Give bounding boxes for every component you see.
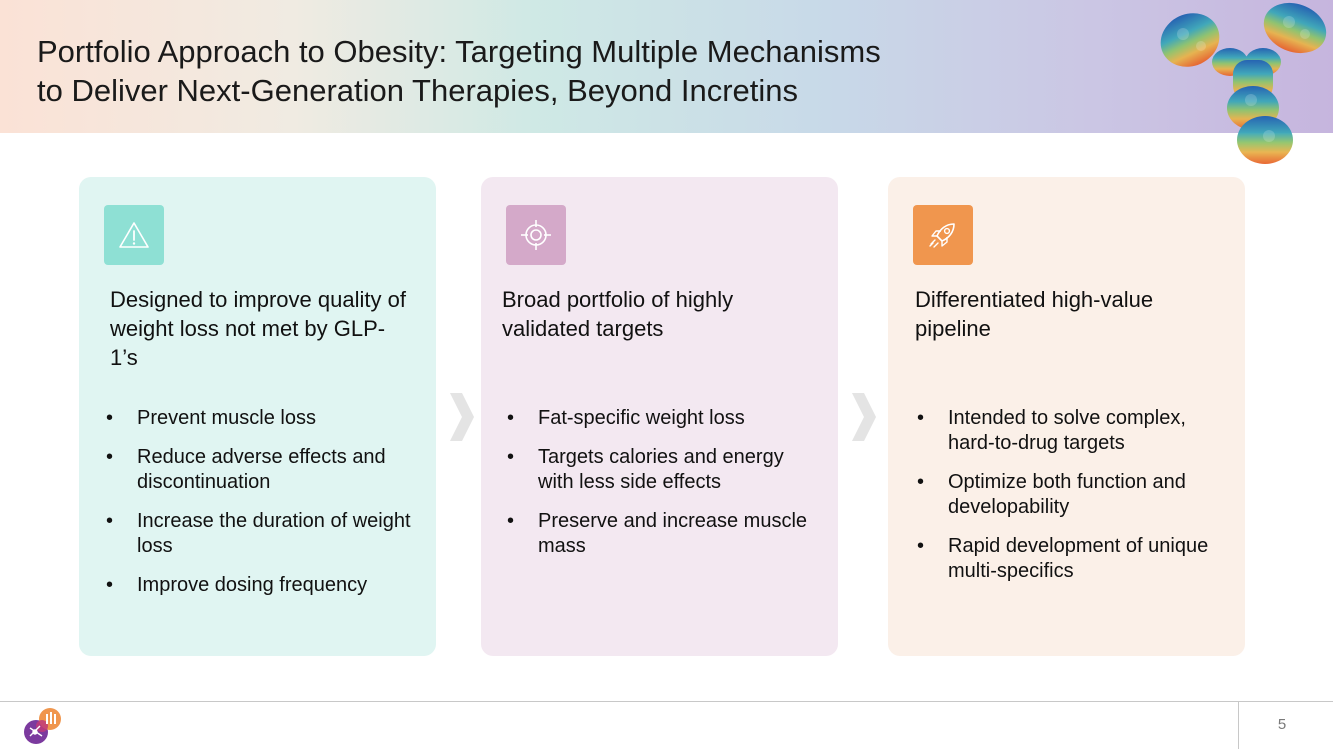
rocket-icon: [929, 223, 955, 248]
card-validated-targets: Broad portfolio of highly validated targ…: [481, 177, 838, 656]
card-2-heading: Broad portfolio of highly validated targ…: [502, 287, 734, 341]
card-high-value-pipeline: Differentiated high-value pipeline Inten…: [888, 177, 1245, 656]
card-1-bullet-list: Prevent muscle loss Reduce adverse effec…: [106, 406, 416, 612]
footer-divider-line: [0, 701, 1333, 702]
target-icon: [521, 220, 551, 250]
chevron-right-icon: [450, 393, 474, 441]
list-item: Rapid development of unique multi-specif…: [917, 534, 1227, 584]
card-quality-weight-loss: Designed to improve quality of weight lo…: [79, 177, 436, 656]
slide-title-line-1: Portfolio Approach to Obesity: Targeting…: [37, 34, 881, 69]
card-1-heading: Designed to improve quality of weight lo…: [110, 287, 406, 370]
card-3-bullet-list: Intended to solve complex, hard-to-drug …: [917, 406, 1227, 598]
card-2-bullet-list: Fat-specific weight loss Targets calorie…: [507, 406, 817, 573]
slide-title-line-2: to Deliver Next-Generation Therapies, Be…: [37, 73, 799, 108]
warning-icon: [119, 222, 149, 248]
page-number-divider: [1238, 702, 1239, 749]
card-2-icon-tile: [506, 205, 566, 265]
page-number: 5: [1277, 716, 1287, 733]
company-logo: [24, 708, 61, 744]
list-item: Intended to solve complex, hard-to-drug …: [917, 406, 1227, 456]
card-1-icon-tile: [104, 205, 164, 265]
chevron-right-icon: [852, 393, 876, 441]
list-item: Improve dosing frequency: [106, 573, 416, 598]
title-banner: Portfolio Approach to Obesity: Targeting…: [0, 0, 1333, 133]
list-item: Increase the duration of weight loss: [106, 509, 416, 559]
list-item: Reduce adverse effects and discontinuati…: [106, 445, 416, 495]
list-item: Optimize both function and developabilit…: [917, 470, 1227, 520]
list-item: Prevent muscle loss: [106, 406, 416, 431]
list-item: Targets calories and energy with less si…: [507, 445, 817, 495]
card-3-heading: Differentiated high-value pipeline: [915, 287, 1154, 341]
list-item: Preserve and increase muscle mass: [507, 509, 817, 559]
antibody-illustration: [1160, 2, 1327, 164]
list-item: Fat-specific weight loss: [507, 406, 817, 431]
card-3-icon-tile: [913, 205, 973, 265]
slide-title: Portfolio Approach to Obesity: Targeting…: [37, 32, 881, 110]
